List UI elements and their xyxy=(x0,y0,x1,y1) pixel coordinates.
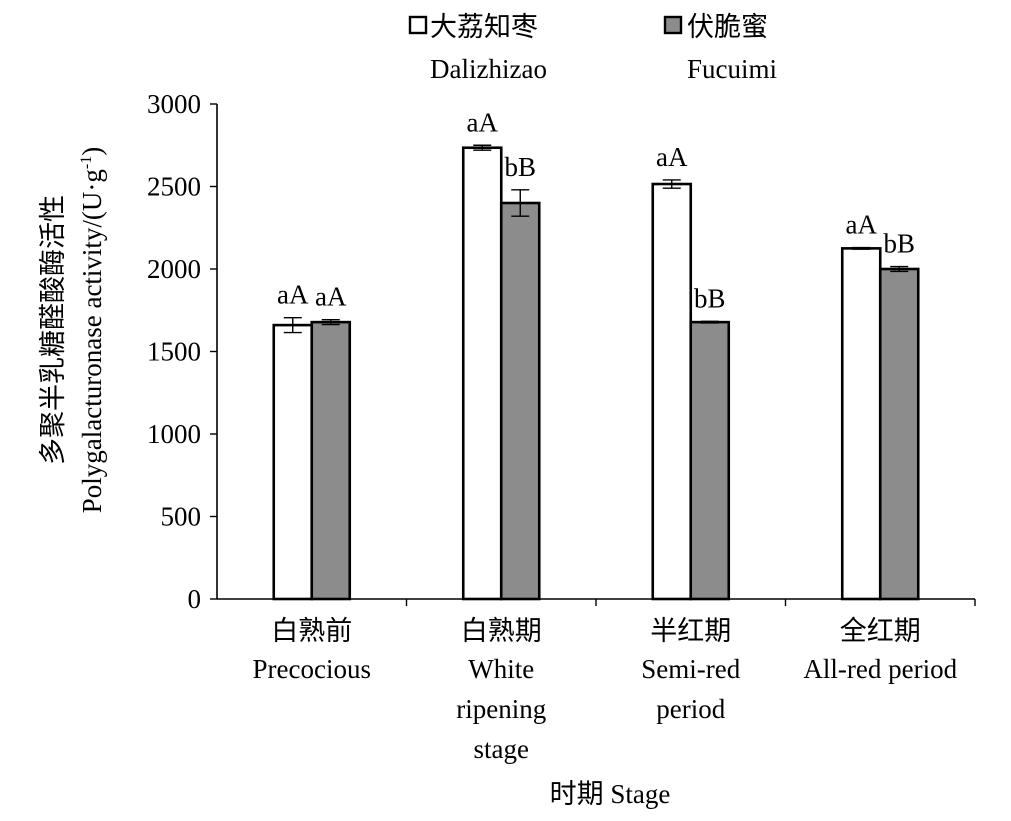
legend-entry-en: Dalizhizao xyxy=(430,54,547,84)
significance-label: aA xyxy=(846,210,878,240)
significance-label: aA xyxy=(277,280,309,310)
legend-entry: 伏脆蜜 xyxy=(687,12,768,42)
y-axis-label-en: Polygalacturonase activity/(U·g-1) xyxy=(77,147,107,513)
bar xyxy=(840,247,882,601)
y-axis-label-en-end: ) xyxy=(77,147,107,156)
x-tick-label-cn: 白熟前 xyxy=(271,616,352,646)
x-tick-label-en: White xyxy=(468,654,534,684)
y-tick-label: 3000 xyxy=(147,89,201,119)
significance-label: aA xyxy=(656,142,688,172)
y-tick-label: 2000 xyxy=(147,254,201,284)
x-tick-label-en: All-red period xyxy=(803,654,957,684)
bar xyxy=(461,146,503,601)
x-tick-label-en: Precocious xyxy=(253,654,371,684)
x-tick-label-cn: 白熟期 xyxy=(461,616,542,646)
significance-label: aA xyxy=(315,282,347,312)
significance-label: bB xyxy=(504,152,536,182)
y-tick-label: 0 xyxy=(188,584,202,614)
x-tick-labels: 白熟前 Precocious 白熟期 White ripening stage 半红期 Sem… xyxy=(253,616,958,764)
x-tick-label-cn: 半红期 xyxy=(650,616,731,646)
y-axis-label-en-main: Polygalacturonase activity/(U·g xyxy=(77,169,107,513)
bar xyxy=(310,320,352,601)
significance-label: bB xyxy=(883,229,915,259)
legend-swatch xyxy=(408,15,428,35)
legend: 大荔知枣 Dalizhizao 伏脆蜜 Fucuimi xyxy=(408,12,777,84)
significance-label: aA xyxy=(467,107,499,137)
x-axis-label: 时期 Stage xyxy=(550,779,671,809)
x-tick-label-en: stage xyxy=(474,734,529,764)
y-axis-label-en-sup: -1 xyxy=(78,156,95,169)
bar xyxy=(878,267,920,601)
y-axis-label: 多聚半乳糖醛酸酶活性 Polygalacturonase activity/(U·… xyxy=(38,147,107,513)
y-tick-label: 2500 xyxy=(147,172,201,202)
bar xyxy=(689,320,731,601)
y-tick-label: 1000 xyxy=(147,419,201,449)
significance-label: bB xyxy=(694,283,726,313)
bar xyxy=(499,201,541,601)
legend-swatch xyxy=(663,15,683,35)
bar xyxy=(272,323,314,601)
x-tick-label-en: Semi-red xyxy=(641,654,740,684)
y-tick-label: 500 xyxy=(161,502,202,532)
bar xyxy=(651,182,693,601)
x-tick-label-en: ripening xyxy=(456,694,546,724)
x-tick-label-en: period xyxy=(656,694,725,724)
legend-entry: 大荔知枣 xyxy=(430,12,538,42)
legend-entry-en: Fucuimi xyxy=(687,54,777,84)
x-tick-label-cn: 全红期 xyxy=(840,616,921,646)
y-axis-label-cn: 多聚半乳糖醛酸酶活性 xyxy=(38,195,68,465)
axes: 0 500 1000 1500 2000 2500 3000 xyxy=(147,89,976,614)
y-tick-label: 1500 xyxy=(147,337,201,367)
